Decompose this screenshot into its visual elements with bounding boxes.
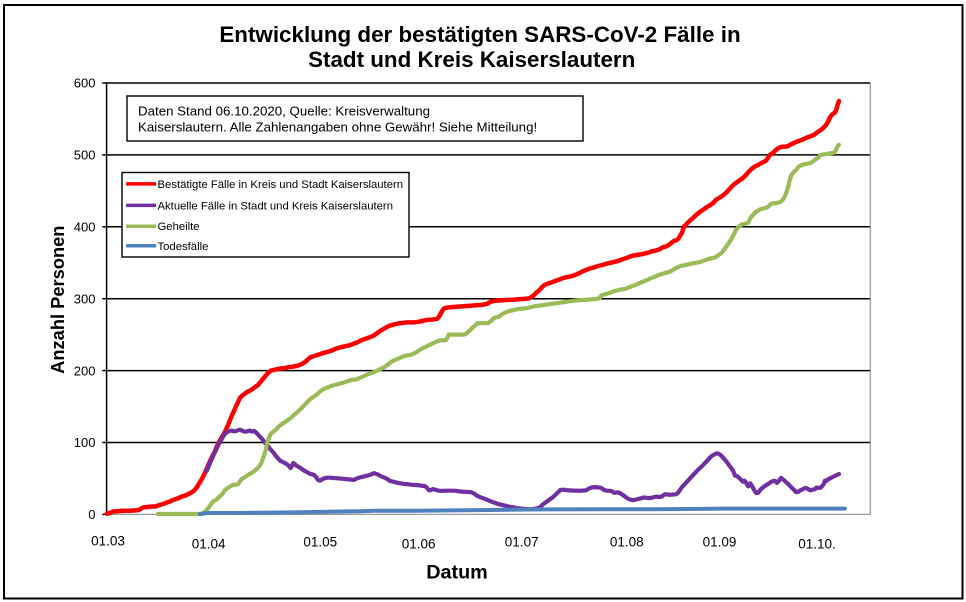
- svg-text:01.10.: 01.10.: [798, 537, 836, 552]
- svg-text:01.03: 01.03: [91, 534, 125, 549]
- svg-text:100: 100: [74, 435, 96, 450]
- svg-text:300: 300: [74, 291, 96, 306]
- svg-text:01.09: 01.09: [703, 535, 737, 550]
- svg-text:Entwicklung der bestätigten SA: Entwicklung der bestätigten SARS-CoV-2 F…: [219, 22, 740, 47]
- svg-text:500: 500: [74, 148, 96, 163]
- svg-text:0: 0: [88, 507, 95, 522]
- svg-text:Aktuelle Fälle in Stadt und Kr: Aktuelle Fälle in Stadt und Kreis Kaiser…: [158, 200, 393, 212]
- svg-text:01.07: 01.07: [505, 535, 539, 550]
- svg-text:01.05: 01.05: [303, 535, 337, 550]
- svg-text:Bestätigte Fälle in Kreis und: Bestätigte Fälle in Kreis und Stadt Kais…: [158, 179, 404, 191]
- svg-text:Kaiserslautern. Alle Zahlenang: Kaiserslautern. Alle Zahlenangaben ohne …: [138, 119, 537, 134]
- svg-text:01.08: 01.08: [610, 535, 644, 550]
- svg-text:200: 200: [74, 363, 96, 378]
- svg-text:Daten Stand 06.10.2020, Quelle: Daten Stand 06.10.2020, Quelle: Kreisver…: [138, 103, 430, 118]
- svg-text:01.04: 01.04: [192, 537, 226, 552]
- svg-text:Anzahl Personen: Anzahl Personen: [47, 226, 68, 374]
- svg-text:Geheilte: Geheilte: [158, 221, 200, 233]
- svg-text:Datum: Datum: [426, 562, 488, 584]
- svg-text:Todesfälle: Todesfälle: [158, 241, 209, 253]
- svg-text:400: 400: [74, 220, 96, 235]
- svg-text:01.06: 01.06: [402, 537, 436, 552]
- svg-text:600: 600: [74, 76, 96, 91]
- svg-text:Stadt und Kreis Kaiserslautern: Stadt und Kreis Kaiserslautern: [308, 47, 635, 72]
